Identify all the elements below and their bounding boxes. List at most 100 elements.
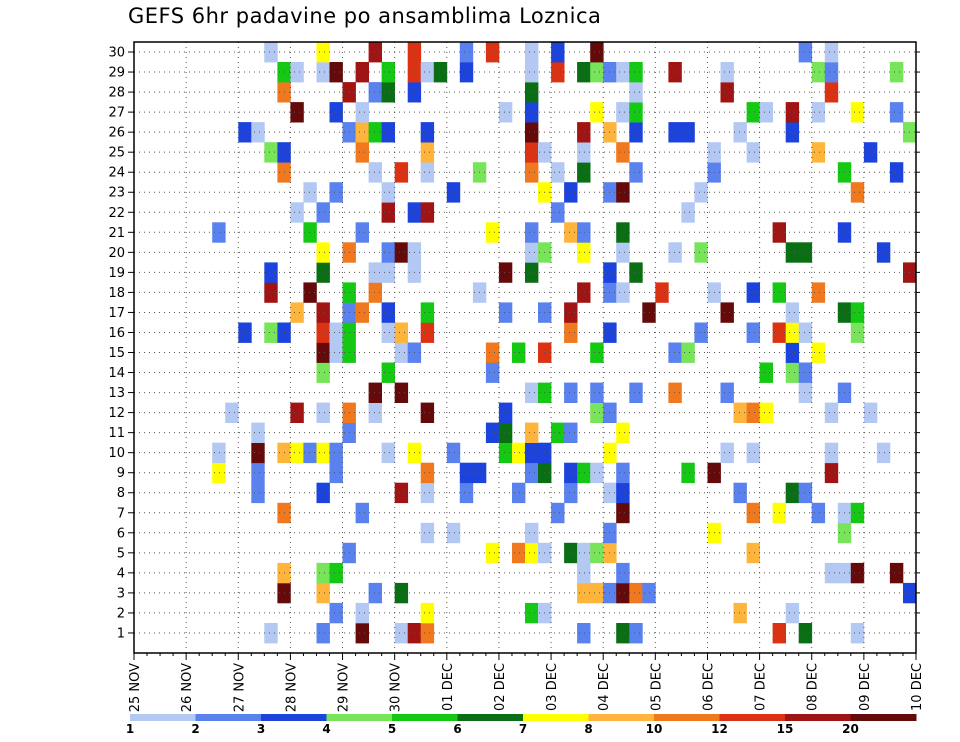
heatmap-cell	[420, 302, 435, 323]
y-tick-label: 13	[108, 386, 125, 401]
heatmap-cell	[616, 422, 630, 443]
heatmap-cell	[798, 242, 813, 263]
heatmap-cell	[212, 442, 226, 464]
y-tick-label: 15	[108, 346, 125, 361]
heatmap-cell	[433, 62, 448, 83]
x-tick-label: 29 NOV	[337, 663, 352, 712]
y-tick-label: 26	[108, 126, 125, 141]
heatmap-cell	[551, 162, 565, 183]
colorbar-label: 5	[388, 722, 396, 736]
heatmap-cell	[525, 462, 539, 484]
heatmap-cell	[329, 562, 343, 584]
heatmap-cell	[355, 62, 369, 83]
heatmap-cell	[381, 182, 395, 203]
y-tick-label: 22	[108, 206, 125, 221]
colorbar-label: 12	[711, 722, 728, 736]
heatmap-cell	[420, 62, 435, 83]
heatmap-cell	[498, 402, 513, 423]
heatmap-cell	[720, 82, 734, 103]
heatmap-cell	[551, 202, 565, 223]
heatmap-cell	[290, 102, 304, 123]
y-tick-label: 8	[117, 486, 125, 501]
colorbar-label: 4	[322, 722, 330, 736]
heatmap-cell	[355, 302, 369, 323]
heatmap-cell	[264, 322, 278, 343]
colorbar-label: 6	[453, 722, 461, 736]
heatmap-cell	[316, 402, 330, 423]
heatmap-cell	[381, 82, 395, 103]
heatmap-cell	[512, 442, 526, 464]
heatmap-cell	[681, 122, 695, 143]
heatmap-cell	[525, 162, 539, 183]
heatmap-cell	[824, 62, 839, 83]
heatmap-cell	[264, 42, 278, 63]
heatmap-cell	[329, 62, 343, 83]
heatmap-cell	[485, 542, 500, 564]
heatmap-cell	[577, 582, 591, 604]
heatmap-cell	[564, 302, 578, 323]
x-tick-label: 06 DEC	[701, 663, 716, 711]
heatmap-cell	[498, 102, 513, 123]
heatmap-cell	[212, 222, 226, 243]
heatmap-cell	[889, 102, 904, 123]
heatmap-cell	[446, 442, 461, 464]
heatmap-cell	[251, 122, 265, 143]
heatmap-cell	[251, 482, 265, 504]
heatmap-cell	[720, 62, 734, 83]
colorbar-segment	[850, 714, 917, 721]
colorbar-segment	[261, 714, 327, 721]
heatmap-cell	[850, 623, 865, 644]
heatmap-cell	[564, 222, 578, 243]
heatmap-cell	[811, 342, 826, 363]
heatmap-cell	[329, 442, 343, 464]
y-tick-label: 23	[108, 186, 125, 201]
x-tick-label: 07 DEC	[754, 663, 769, 711]
heatmap-cell	[368, 162, 382, 183]
heatmap-cell	[564, 482, 578, 504]
heatmap-cell	[381, 362, 395, 383]
heatmap-cell	[290, 442, 304, 464]
heatmap-cell	[512, 342, 526, 363]
colorbar-segment	[130, 714, 196, 721]
heatmap-cell	[824, 462, 839, 484]
heatmap-cell	[355, 222, 369, 243]
heatmap-cell	[590, 462, 604, 484]
heatmap-cell	[824, 442, 839, 464]
heatmap-cell	[303, 442, 317, 464]
y-tick-label: 6	[117, 526, 125, 541]
heatmap-cell	[381, 62, 395, 83]
heatmap-cell	[525, 262, 539, 283]
heatmap-cell	[681, 462, 695, 484]
heatmap-cell	[498, 262, 513, 283]
heatmap-cell	[577, 222, 591, 243]
heatmap-cell	[498, 442, 513, 464]
colorbar-label: 8	[584, 722, 592, 736]
y-tick-label: 5	[117, 546, 125, 561]
heatmap-cell	[564, 322, 578, 343]
heatmap-cell	[459, 62, 474, 83]
heatmap-cell	[850, 562, 865, 584]
heatmap-cell	[616, 482, 630, 504]
heatmap-cell	[355, 623, 369, 644]
heatmap-cell	[850, 502, 865, 524]
colorbar-segment	[654, 714, 720, 721]
colorbar-label: 15	[777, 722, 794, 736]
heatmap-cell	[564, 382, 578, 403]
heatmap-cell	[798, 322, 813, 343]
heatmap-cell	[251, 442, 265, 464]
heatmap-cell	[551, 502, 565, 524]
heatmap-cell	[616, 102, 630, 123]
heatmap-cell	[616, 282, 630, 303]
heatmap-cell	[420, 142, 435, 163]
heatmap-cell	[694, 242, 708, 263]
heatmap-cell	[225, 402, 239, 423]
heatmap-cell	[629, 382, 643, 403]
heatmap-cell	[564, 422, 578, 443]
heatmap-cell	[316, 322, 330, 343]
heatmap-cell	[420, 623, 435, 644]
heatmap-cell	[303, 222, 317, 243]
heatmap-cell	[590, 102, 604, 123]
heatmap-cell	[785, 322, 800, 343]
heatmap-cell	[459, 482, 474, 504]
